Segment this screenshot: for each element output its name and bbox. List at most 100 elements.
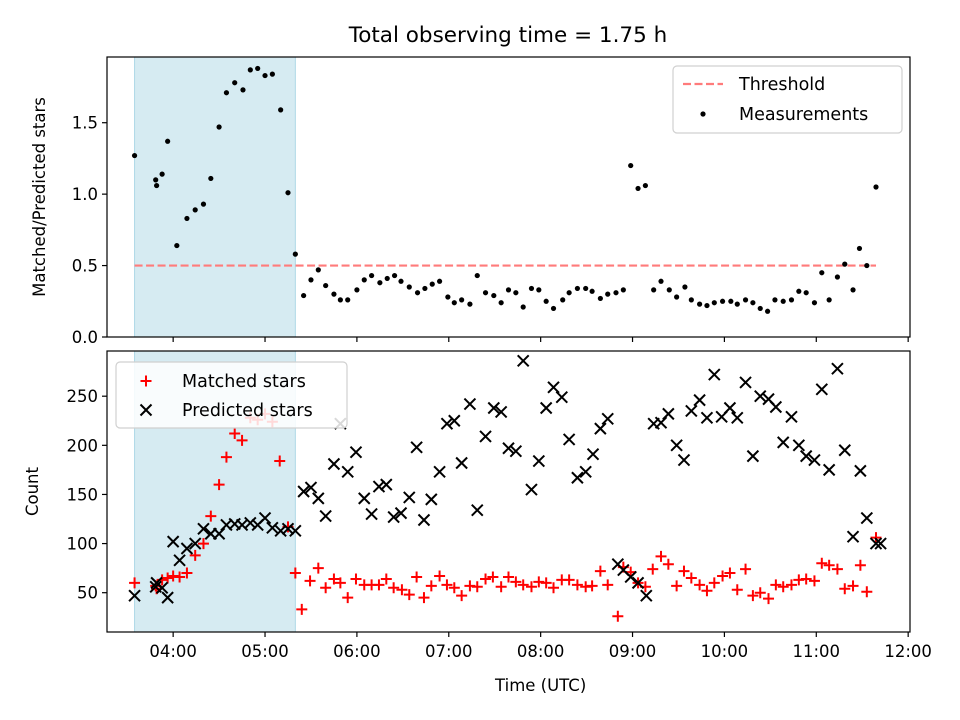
measurement-point bbox=[628, 162, 634, 169]
measurement-point bbox=[520, 304, 526, 310]
measurement-point bbox=[682, 284, 688, 290]
predicted-point bbox=[562, 433, 576, 446]
matched-point bbox=[471, 581, 483, 593]
predicted-point bbox=[387, 510, 400, 524]
predicted-point bbox=[815, 383, 829, 396]
measurement-point bbox=[711, 300, 717, 306]
measurement-point bbox=[208, 175, 214, 182]
predicted-point bbox=[365, 507, 378, 521]
y-tick-label: 50 bbox=[77, 584, 98, 603]
predicted-point bbox=[708, 368, 721, 381]
legend-box bbox=[672, 65, 903, 134]
predicted-point bbox=[700, 411, 714, 425]
matched-point bbox=[655, 550, 667, 562]
top-panel: 0.0 0.5 1.0 1.5 Matched/Predicted stars Thres… bbox=[30, 56, 911, 347]
measurement-point bbox=[651, 287, 657, 293]
measurement-point bbox=[278, 107, 284, 113]
x-axis-label: Time (UTC) bbox=[494, 676, 586, 695]
predicted-point bbox=[128, 589, 141, 602]
matched-point bbox=[525, 581, 537, 593]
matched-point bbox=[548, 582, 560, 594]
predicted-point bbox=[448, 414, 461, 427]
predicted-point bbox=[831, 362, 844, 375]
matched-point bbox=[495, 581, 507, 593]
matched-point bbox=[717, 570, 729, 582]
predicted-point bbox=[601, 412, 614, 426]
measurement-point bbox=[780, 298, 786, 304]
matched-point bbox=[740, 563, 752, 575]
predicted-point bbox=[349, 445, 363, 459]
x-tick-label: 07:00 bbox=[425, 642, 473, 661]
matched-point bbox=[274, 455, 286, 467]
measurement-point bbox=[255, 65, 261, 72]
predicted-point bbox=[739, 376, 752, 389]
measurement-point bbox=[796, 288, 802, 294]
measurement-point bbox=[734, 301, 740, 307]
y-tick-label: 150 bbox=[67, 485, 99, 504]
measurement-point bbox=[728, 298, 734, 304]
matched-point bbox=[205, 510, 217, 522]
matched-point bbox=[328, 573, 340, 585]
matched-point bbox=[685, 572, 697, 584]
matched-point bbox=[754, 587, 766, 599]
predicted-point bbox=[693, 393, 706, 407]
x-tick-label: 06:00 bbox=[333, 642, 381, 661]
predicted-point bbox=[838, 444, 851, 457]
predicted-point bbox=[494, 405, 508, 419]
predicted-point bbox=[433, 465, 446, 479]
measurement-point bbox=[414, 290, 421, 296]
matched-point bbox=[229, 428, 241, 440]
legend-predicted-swatch bbox=[139, 403, 153, 417]
predicted-point bbox=[155, 581, 169, 594]
predicted-point bbox=[640, 589, 653, 602]
predicted-point bbox=[532, 454, 546, 468]
matched-point bbox=[289, 567, 301, 579]
measurement-point bbox=[873, 184, 879, 190]
measurement-point bbox=[772, 297, 778, 303]
matched-point bbox=[411, 571, 423, 583]
y-axis-label: Matched/Predicted stars bbox=[30, 97, 49, 297]
matched-point bbox=[785, 579, 797, 591]
predicted-point bbox=[785, 410, 798, 424]
predicted-point bbox=[410, 441, 423, 454]
matched-point bbox=[517, 579, 529, 591]
measurement-point bbox=[764, 308, 771, 314]
predicted-point bbox=[304, 481, 318, 494]
measurement-point bbox=[605, 291, 611, 297]
measurement-point bbox=[422, 285, 428, 292]
measurement-point bbox=[165, 138, 171, 144]
matched-point bbox=[671, 580, 683, 592]
legend-box bbox=[115, 361, 348, 429]
matched-point bbox=[388, 582, 400, 594]
predicted-point bbox=[874, 537, 887, 550]
measurement-point bbox=[154, 182, 160, 189]
matched-point bbox=[586, 580, 598, 592]
predicted-point bbox=[799, 449, 813, 463]
matched-point bbox=[480, 573, 492, 585]
measurement-point bbox=[697, 301, 703, 307]
matched-point bbox=[129, 577, 141, 589]
measurement-point bbox=[262, 72, 268, 79]
predicted-point bbox=[854, 464, 867, 478]
measurement-point bbox=[159, 171, 165, 177]
predicted-point bbox=[197, 522, 210, 536]
predicted-point bbox=[289, 524, 302, 538]
predicted-point bbox=[579, 465, 592, 479]
measurement-point bbox=[658, 278, 664, 284]
bottom-panel: 50 100 150 200 250 04:00 05:00 06:00 07:00 08:00 0… bbox=[23, 350, 932, 695]
matched-point bbox=[808, 575, 820, 587]
predicted-point bbox=[487, 401, 501, 415]
y-tick-label: 250 bbox=[67, 387, 99, 406]
matched-point bbox=[571, 579, 583, 591]
measurement-point bbox=[223, 90, 230, 96]
matched-point bbox=[456, 590, 468, 602]
matched-point bbox=[189, 549, 201, 561]
measurement-point bbox=[474, 272, 480, 279]
legend-predicted-label: Predicted stars bbox=[182, 401, 313, 421]
measurement-point bbox=[361, 277, 367, 283]
measurement-point bbox=[864, 262, 870, 269]
predicted-point bbox=[869, 537, 883, 550]
predicted-point bbox=[571, 471, 584, 484]
predicted-point bbox=[471, 503, 484, 517]
